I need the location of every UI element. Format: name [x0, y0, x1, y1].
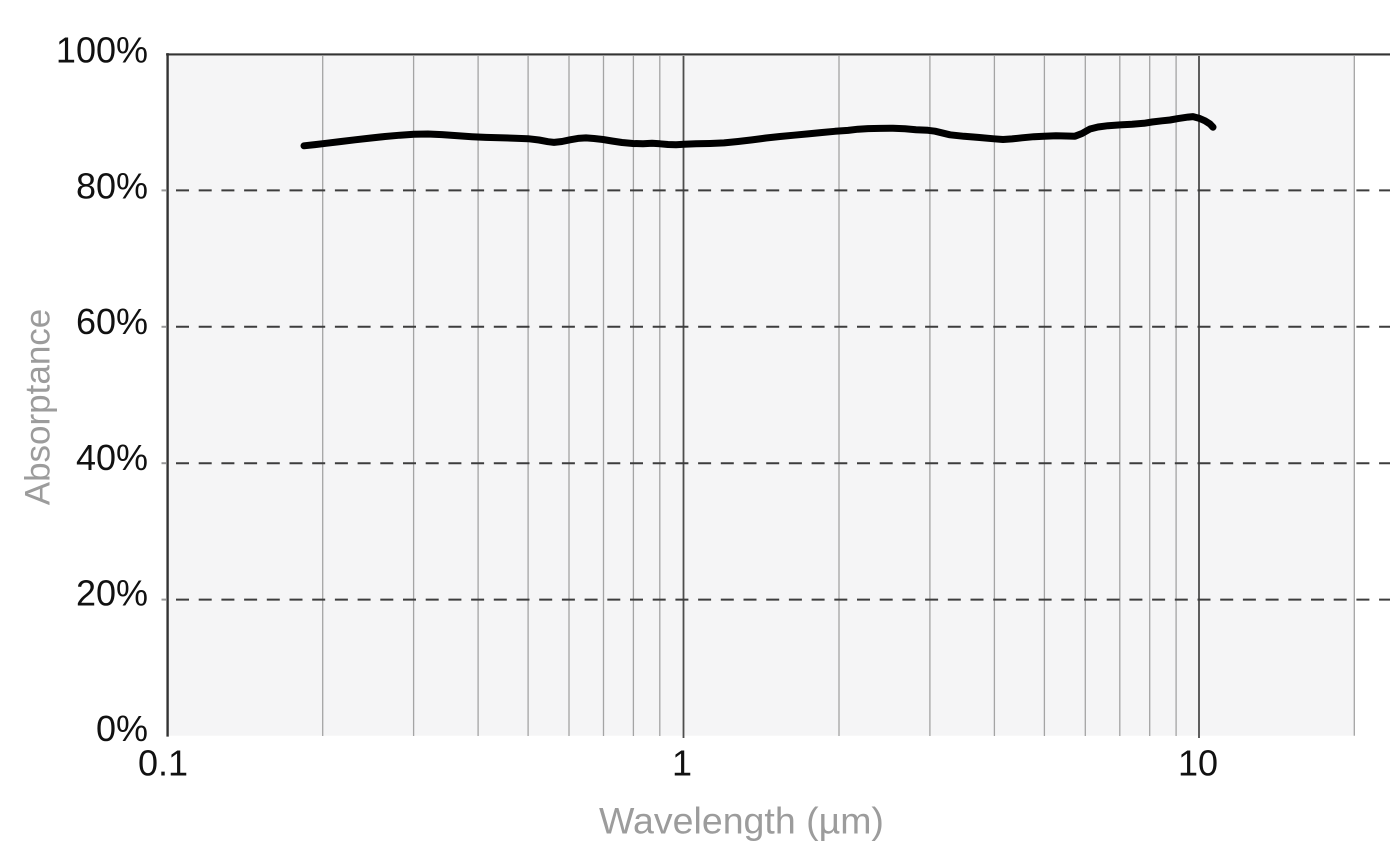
- svg-text:80%: 80%: [76, 165, 148, 206]
- svg-text:10: 10: [1178, 743, 1218, 784]
- svg-text:Wavelength (µm): Wavelength (µm): [599, 800, 884, 842]
- svg-text:20%: 20%: [76, 573, 148, 614]
- svg-text:1: 1: [672, 743, 692, 784]
- svg-text:0.1: 0.1: [138, 743, 188, 784]
- svg-text:60%: 60%: [76, 301, 148, 342]
- svg-text:Absorptance: Absorptance: [19, 309, 58, 506]
- svg-text:100%: 100%: [56, 30, 148, 71]
- svg-text:0%: 0%: [96, 708, 148, 749]
- svg-text:40%: 40%: [76, 437, 148, 478]
